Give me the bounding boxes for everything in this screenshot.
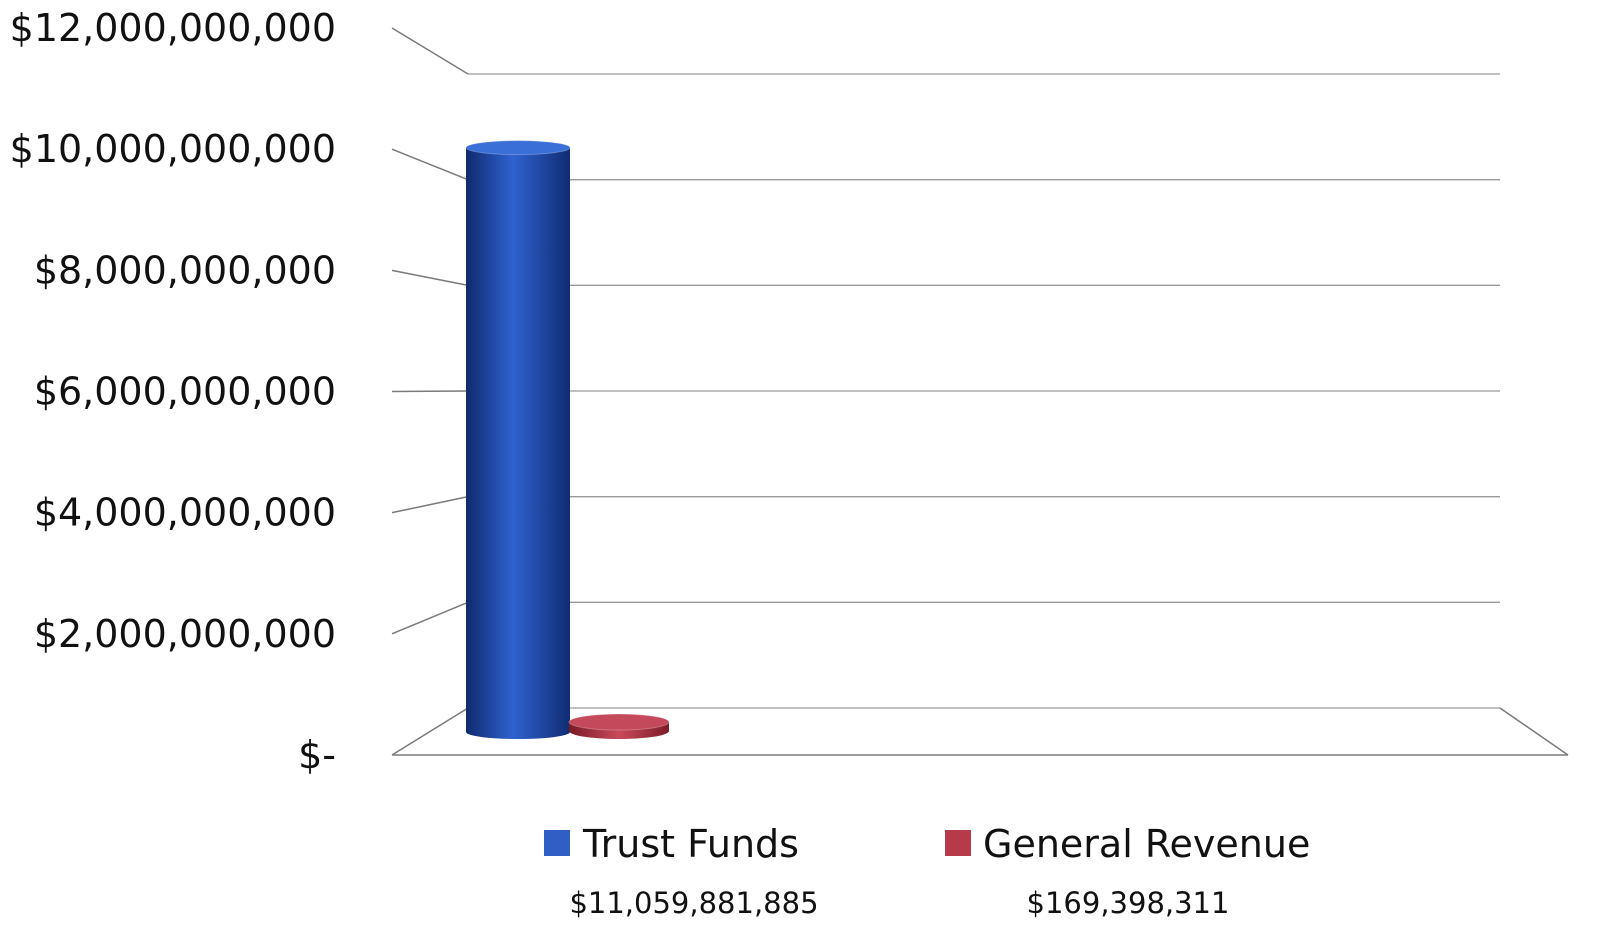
y-tick-label: $10,000,000,000 [10, 127, 336, 171]
gridline-depth [391, 269, 469, 287]
y-tick-label: $6,000,000,000 [34, 370, 336, 414]
legend-swatch [945, 830, 971, 856]
bars [465, 140, 670, 740]
y-tick-label: $4,000,000,000 [34, 491, 336, 535]
gridline-depth [391, 390, 469, 393]
gridline-depth [391, 27, 469, 75]
legend-swatch [544, 830, 570, 856]
gridlines [391, 27, 1569, 756]
y-tick-label: $8,000,000,000 [34, 248, 336, 292]
y-tick-label: $12,000,000,000 [10, 6, 336, 50]
legend-value: $169,398,311 [1027, 886, 1230, 920]
gridline-depth [391, 601, 469, 635]
gridline-depth [391, 707, 469, 756]
y-tick-label: $2,000,000,000 [34, 612, 336, 656]
bar-body [466, 147, 570, 740]
legend: Trust Funds $11,059,881,885 General Revenu… [544, 822, 1310, 920]
y-axis-ticks: $- $2,000,000,000 $4,000,000,000 $6,000,000… [10, 6, 336, 777]
bar-top [568, 713, 670, 731]
legend-label: Trust Funds [582, 822, 799, 866]
bar-general-revenue [568, 713, 670, 739]
legend-value: $11,059,881,885 [569, 886, 818, 920]
legend-label: General Revenue [983, 822, 1310, 866]
gridline-depth [391, 148, 469, 181]
bar-top [465, 140, 571, 156]
gridline-depth [391, 495, 469, 514]
y-tick-label: $- [298, 733, 336, 777]
bar-trust-funds [465, 140, 571, 740]
floor-right-edge [1499, 707, 1569, 756]
